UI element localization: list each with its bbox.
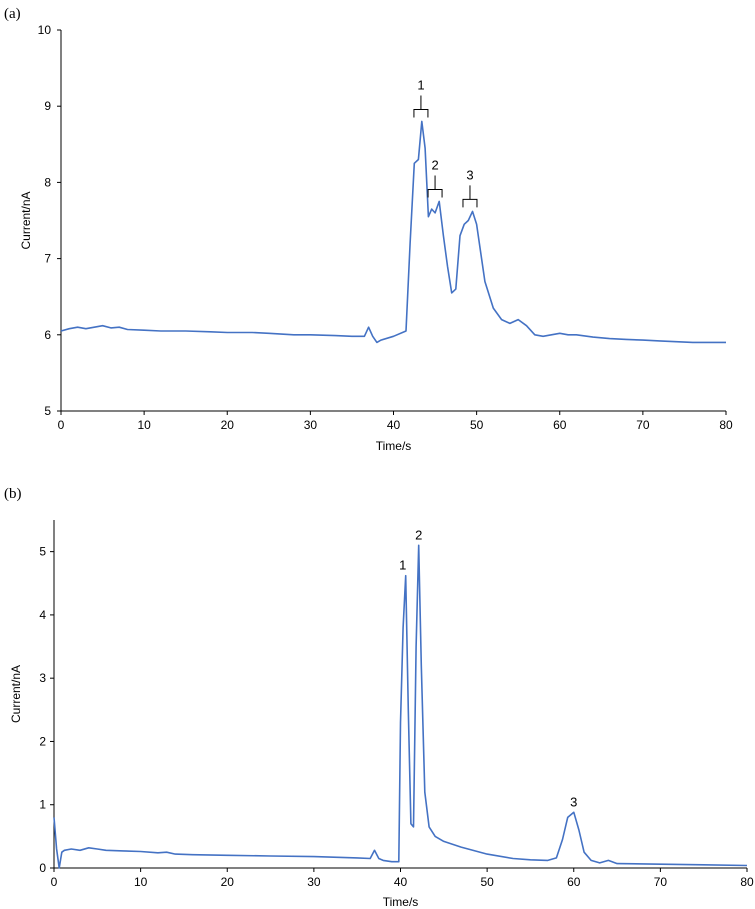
y-tick-label: 7 xyxy=(44,252,51,266)
x-tick-label: 20 xyxy=(221,875,235,889)
x-tick-label: 0 xyxy=(58,418,65,432)
y-tick-label: 4 xyxy=(39,608,46,622)
y-tick-label: 0 xyxy=(39,861,46,875)
chart-panel-a: (a) 0 10 20 30 40 50 60 70 80 5 6 7 8 9 10 Time/s Current… xyxy=(4,6,733,453)
x-tick-label: 30 xyxy=(304,418,318,432)
peak-bracket xyxy=(462,185,478,208)
y-tick-label: 5 xyxy=(39,545,46,559)
y-tick-label: 5 xyxy=(44,404,51,418)
x-tick-label: 10 xyxy=(134,875,148,889)
series-line xyxy=(60,120,726,344)
y-tick-label: 1 xyxy=(39,798,46,812)
y-axis-label: Current/nA xyxy=(9,665,23,723)
x-tick-label: 70 xyxy=(654,875,668,889)
x-tick-label: 60 xyxy=(567,875,581,889)
peak-label: 3 xyxy=(466,167,473,182)
x-tick-label: 30 xyxy=(307,875,321,889)
x-tick-label: 60 xyxy=(553,418,567,432)
y-tick-label: 8 xyxy=(44,175,51,189)
panel-label: (b) xyxy=(4,486,22,502)
x-tick-label: 0 xyxy=(51,875,58,889)
peak-bracket xyxy=(413,95,429,118)
peak-label: 2 xyxy=(431,157,438,172)
panel-label: (a) xyxy=(4,6,21,22)
x-tick-label: 50 xyxy=(480,875,494,889)
x-tick-label: 50 xyxy=(470,418,484,432)
peak-bracket xyxy=(427,175,443,198)
peak-label: 2 xyxy=(415,527,422,542)
x-tick-label: 80 xyxy=(719,418,733,432)
x-tick-label: 10 xyxy=(137,418,151,432)
x-tick-label: 70 xyxy=(636,418,650,432)
peak-label: 1 xyxy=(417,77,424,92)
x-tick-label: 40 xyxy=(394,875,408,889)
x-axis-label: Time/s xyxy=(383,895,419,909)
y-tick-label: 10 xyxy=(38,23,52,37)
y-tick-label: 2 xyxy=(39,734,46,748)
x-tick-label: 20 xyxy=(221,418,235,432)
y-tick-label: 6 xyxy=(44,328,51,342)
y-tick-label: 3 xyxy=(39,671,46,685)
x-tick-label: 40 xyxy=(387,418,401,432)
chart-panel-b: (b) 0 10 20 30 40 50 60 70 80 0 1 2 3 4 5 Time/s Current/… xyxy=(4,486,754,909)
x-tick-label: 80 xyxy=(740,875,754,889)
series-line xyxy=(53,544,748,869)
peak-label: 1 xyxy=(399,558,406,573)
peak-label: 3 xyxy=(570,794,577,809)
y-tick-label: 9 xyxy=(44,99,51,113)
y-axis-label: Current/nA xyxy=(19,191,33,249)
x-axis-label: Time/s xyxy=(376,439,412,453)
